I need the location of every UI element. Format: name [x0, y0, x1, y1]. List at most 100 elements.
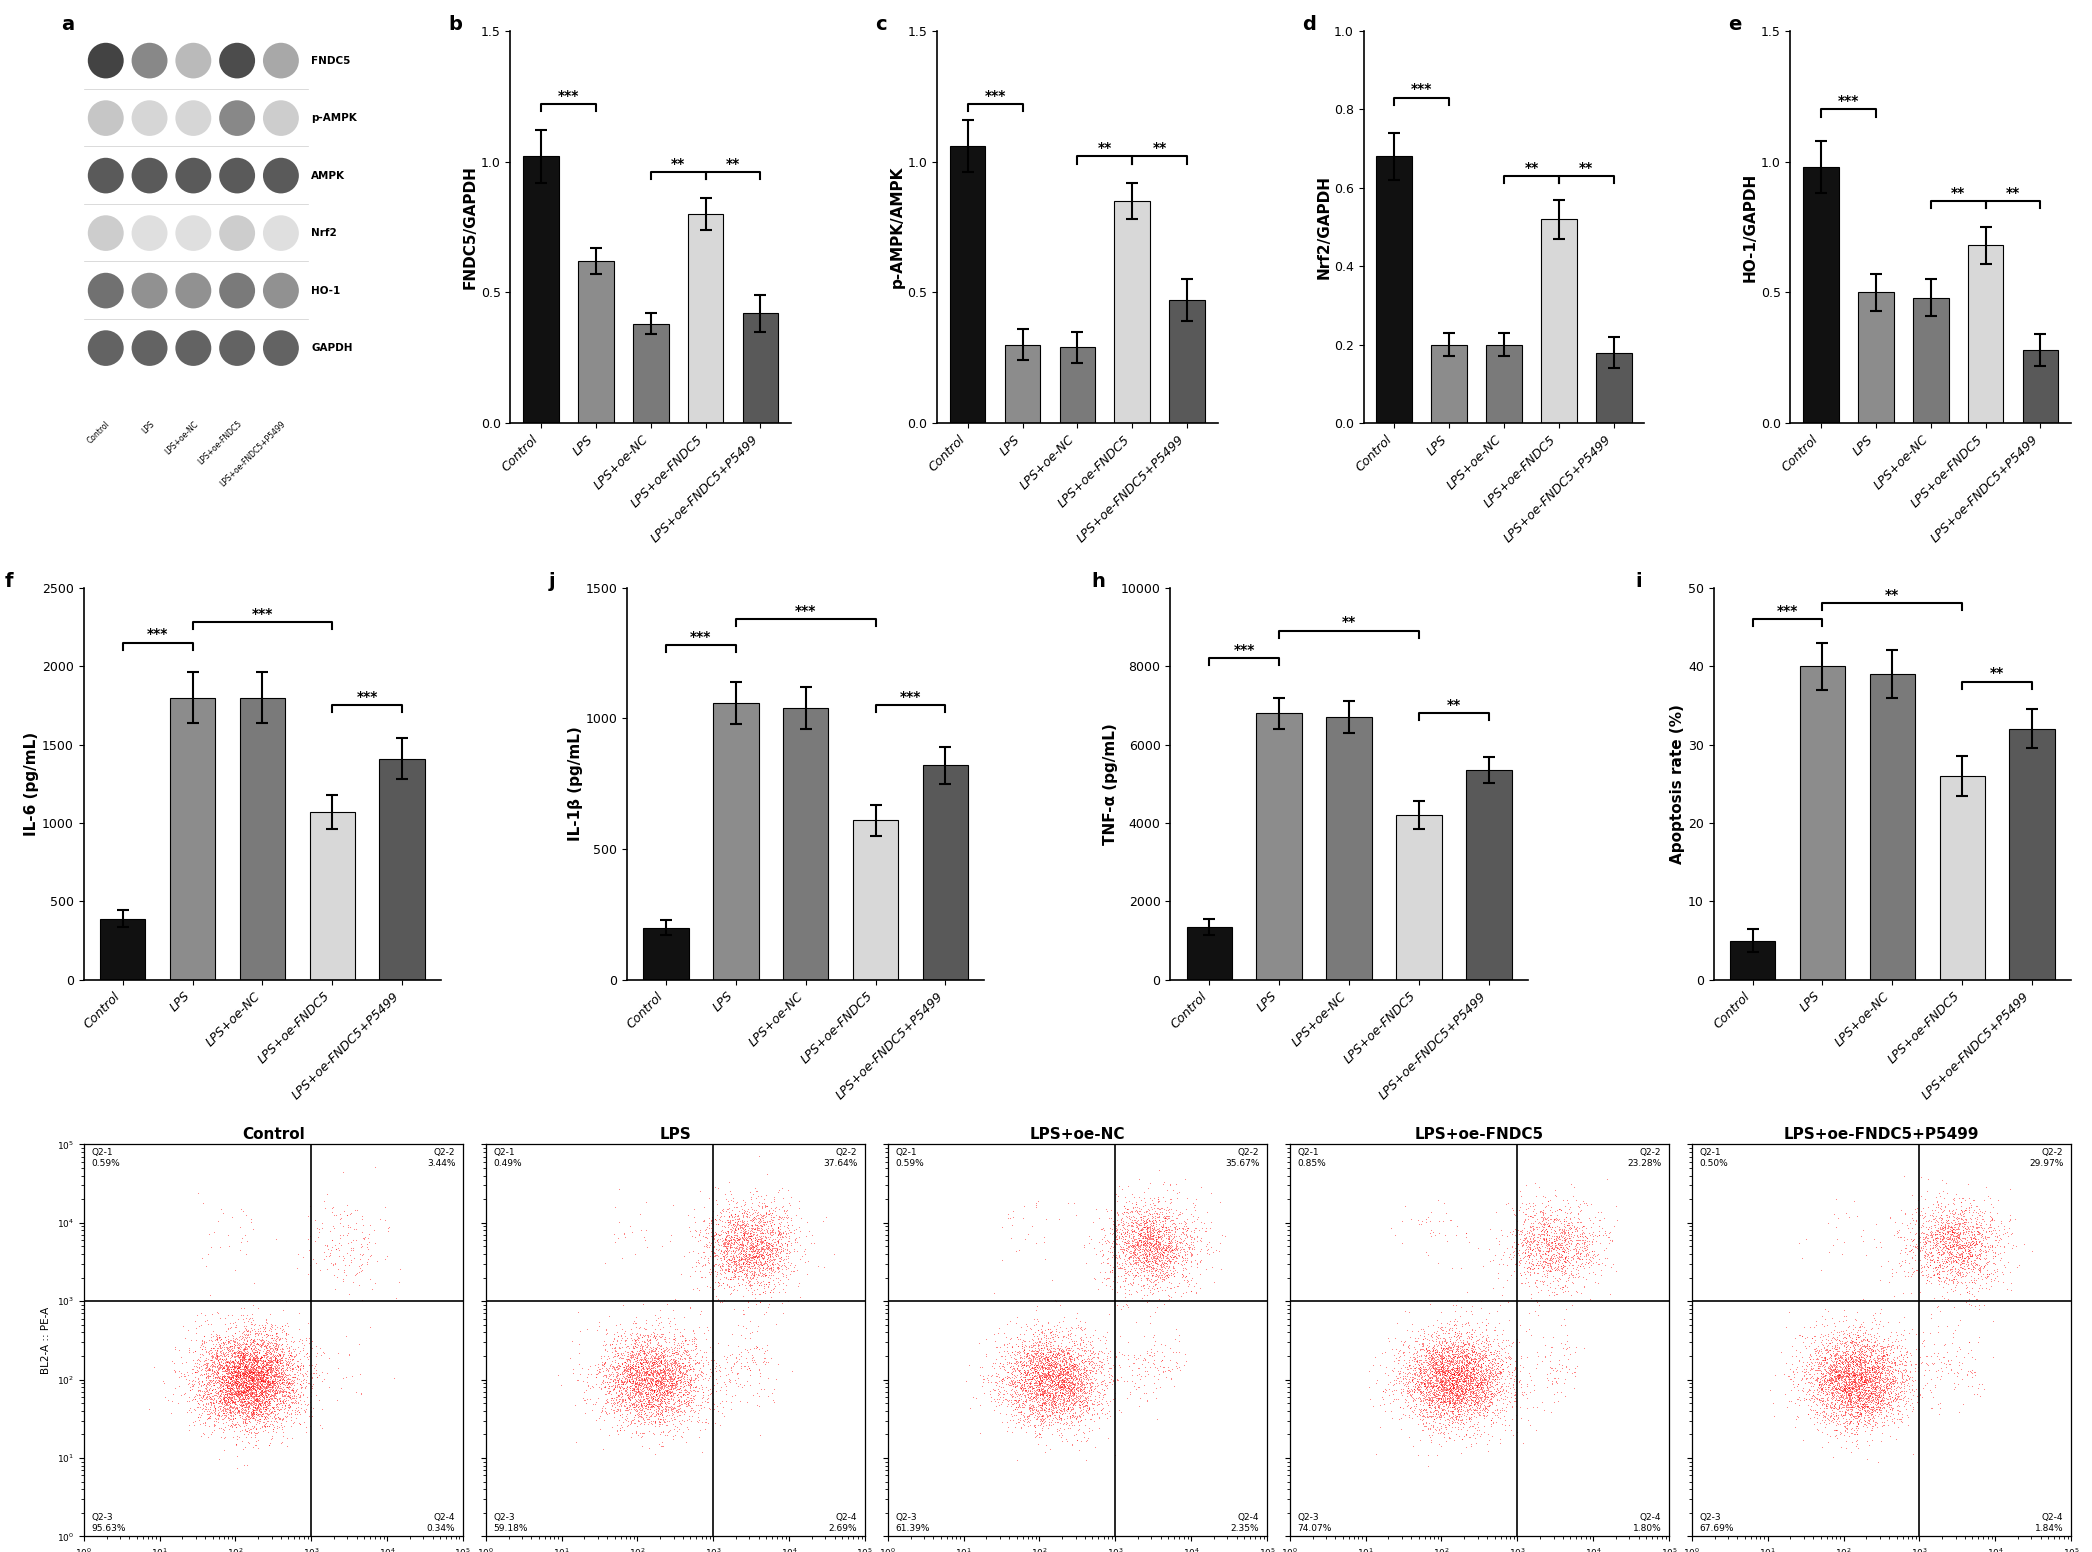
Point: [1433, 1366, 1466, 1391]
Point: [678, 1352, 711, 1377]
Point: [774, 1231, 808, 1256]
Point: [1893, 1342, 1927, 1367]
Point: [734, 1268, 768, 1293]
Point: [1862, 1338, 1895, 1363]
Point: [707, 1234, 741, 1259]
Point: [659, 1350, 692, 1375]
Point: [1458, 1370, 1492, 1395]
Point: [1036, 1387, 1069, 1412]
Point: [1531, 1243, 1565, 1268]
Point: [1084, 1372, 1117, 1397]
Point: [1149, 1254, 1182, 1279]
Point: [1939, 1248, 1973, 1273]
Point: [201, 1327, 234, 1352]
Point: [1513, 1273, 1546, 1297]
Point: [1031, 1361, 1065, 1386]
Point: [749, 1209, 782, 1234]
Point: [1780, 1355, 1814, 1380]
Point: [638, 1350, 672, 1375]
Point: [1042, 1332, 1075, 1356]
Point: [619, 1358, 653, 1383]
Point: [598, 1221, 632, 1246]
Point: [266, 1342, 299, 1367]
Point: [1054, 1432, 1088, 1457]
Point: [236, 1347, 270, 1372]
Point: [1830, 1350, 1864, 1375]
Point: [1498, 1201, 1531, 1226]
Point: [1948, 1232, 1981, 1257]
Point: [632, 1322, 665, 1347]
Point: [1017, 1366, 1050, 1391]
Point: [644, 1341, 678, 1366]
Point: [1933, 1277, 1966, 1302]
Point: [1063, 1333, 1096, 1358]
Point: [1866, 1342, 1900, 1367]
Point: [259, 1325, 293, 1350]
Point: [1454, 1406, 1487, 1431]
Point: [220, 1377, 253, 1401]
Point: [707, 1240, 741, 1265]
Point: [1517, 1211, 1550, 1235]
Point: [640, 1335, 674, 1360]
Point: [1140, 1201, 1174, 1226]
Point: [1839, 1339, 1872, 1364]
Point: [1046, 1339, 1079, 1364]
Point: [1818, 1384, 1851, 1409]
Point: [268, 1369, 301, 1394]
Point: [1925, 1243, 1958, 1268]
Point: [1048, 1324, 1082, 1349]
Point: [1784, 1246, 1818, 1271]
Point: [1889, 1235, 1923, 1260]
Point: [238, 1374, 272, 1398]
Point: [1820, 1327, 1854, 1352]
Point: [1912, 1217, 1946, 1242]
Point: [1843, 1392, 1877, 1417]
Point: [1146, 1240, 1180, 1265]
Point: [571, 1361, 605, 1386]
Point: [1492, 1346, 1525, 1370]
Point: [1475, 1369, 1508, 1394]
Point: [663, 1383, 697, 1408]
Point: [761, 1237, 795, 1262]
Point: [1950, 1273, 1983, 1297]
Point: [1195, 1256, 1228, 1280]
Point: [234, 1360, 268, 1384]
Point: [1854, 1381, 1887, 1406]
Point: [1042, 1367, 1075, 1392]
Point: [1040, 1355, 1073, 1380]
Point: [226, 1401, 259, 1426]
Point: [1418, 1223, 1452, 1248]
Point: [1807, 1387, 1841, 1412]
Point: [1165, 1234, 1199, 1259]
Point: [1450, 1364, 1483, 1389]
Point: [1513, 1243, 1546, 1268]
Point: [751, 1257, 784, 1282]
Point: [1826, 1341, 1860, 1366]
Point: [1473, 1342, 1506, 1367]
Point: [226, 1350, 259, 1375]
Point: [1138, 1209, 1172, 1234]
Point: [230, 1341, 264, 1366]
Point: [640, 1366, 674, 1391]
Point: [586, 1358, 619, 1383]
Point: [249, 1367, 282, 1392]
Point: [617, 1346, 651, 1370]
Point: [732, 1355, 766, 1380]
Point: [1019, 1375, 1052, 1400]
Point: [1395, 1311, 1429, 1336]
Point: [1393, 1383, 1427, 1408]
Point: [770, 1240, 803, 1265]
Point: [657, 1353, 690, 1378]
Point: [1471, 1318, 1504, 1342]
Point: [230, 1394, 264, 1419]
Point: [634, 1378, 667, 1403]
Point: [1203, 1238, 1236, 1263]
Point: [1443, 1417, 1477, 1442]
Point: [644, 1336, 678, 1361]
Point: [1433, 1366, 1466, 1391]
Point: [1052, 1349, 1086, 1374]
Point: [1050, 1397, 1084, 1422]
Point: [243, 1383, 276, 1408]
Point: [1835, 1422, 1868, 1446]
Point: [1437, 1383, 1471, 1408]
